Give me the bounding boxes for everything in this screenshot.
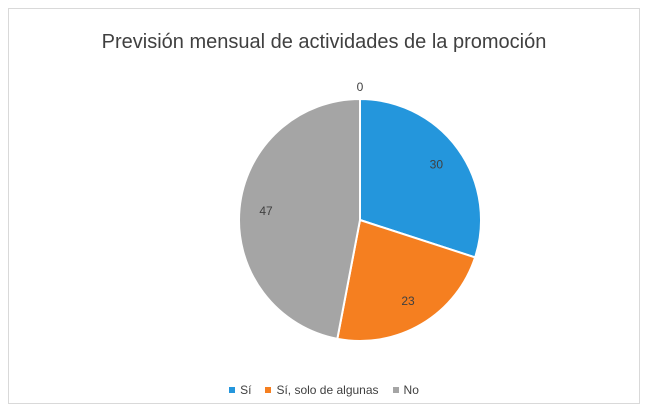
legend-swatch-si-algunas: [265, 387, 272, 393]
data-label-si-algunas: 23: [401, 294, 415, 308]
legend-label-no: No: [403, 383, 419, 397]
pie-slices: [238, 97, 482, 342]
legend-item-no: No: [392, 383, 419, 397]
pie-chart: 30 23 47 0: [238, 80, 482, 342]
data-label-si: 30: [430, 158, 444, 172]
legend-label-si-algunas: Sí, solo de algunas: [276, 383, 379, 397]
legend-item-si: Sí: [229, 383, 251, 397]
legend-swatch-si: [229, 387, 236, 393]
pie-labels: 30 23 47 0: [259, 80, 443, 308]
chart-frame: Previsión mensual de actividades de la p…: [8, 8, 640, 404]
legend: Sí Sí, solo de algunas No: [9, 383, 639, 397]
legend-swatch-no: [392, 387, 399, 393]
chart-title: Previsión mensual de actividades de la p…: [101, 31, 547, 53]
legend-label-si: Sí: [240, 383, 252, 397]
data-label-zero: 0: [357, 80, 364, 94]
pie-slice-si-algunas: [336, 218, 477, 342]
pie-slice-no: [238, 97, 361, 341]
pie-slice-si: [359, 97, 482, 259]
legend-item-si-algunas: Sí, solo de algunas: [265, 383, 379, 397]
data-label-no: 47: [259, 204, 273, 218]
